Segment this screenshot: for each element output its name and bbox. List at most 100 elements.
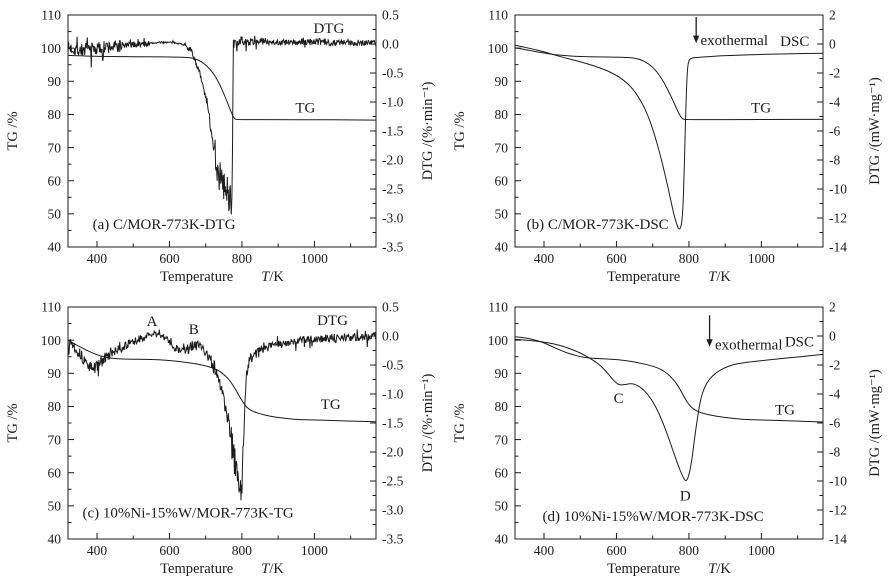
y-right-tick-label: -4: [829, 95, 840, 110]
y-right-tick-label: 0.0: [382, 37, 399, 52]
y-right-tick-label: -2.0: [382, 153, 404, 168]
axes-ticks: [515, 306, 823, 540]
y-right-tick-label: -2.5: [382, 474, 404, 489]
y-left-tick-label: 90: [48, 74, 62, 89]
y-right-tick-label: -8: [829, 153, 840, 168]
y-right-tick-label: -0.5: [382, 66, 404, 81]
y-right-tick-label: -3.0: [382, 211, 404, 226]
panel-caption: (b) C/MOR-773K-DSC: [527, 217, 669, 233]
series-group: [515, 44, 823, 230]
y-right-tick-label: -1.0: [382, 387, 404, 402]
x-tick-label: 400: [534, 543, 555, 558]
annotation-dsc: DSC: [785, 335, 814, 351]
annotation-exothermal: exothermal: [715, 337, 782, 353]
annotation-tg: TG: [321, 397, 341, 413]
plot-border: [514, 14, 824, 248]
y-left-tick-label: 60: [495, 173, 509, 188]
y-left-axis-title: TG /%: [452, 403, 468, 442]
y-left-tick-label: 90: [495, 74, 509, 89]
y-right-tick-label: 0: [829, 37, 836, 52]
x-axis-title: Temperature T/K: [607, 269, 731, 285]
series-TG-curve: [515, 336, 823, 423]
axes-ticks: [68, 306, 376, 540]
y-right-tick-label: -12: [829, 211, 847, 226]
y-right-tick-label: -6: [829, 416, 840, 431]
y-right-axis-title: DTG /(mW·mg⁻¹): [867, 77, 883, 185]
x-tick-label: 400: [534, 251, 555, 266]
panel-a: 400 600 800 1000 110 100 90 80 70 60 50 40 0.5 0.0 -0.…: [0, 0, 447, 292]
y-left-tick-label: 60: [48, 173, 62, 188]
panel-a-chart: 400 600 800 1000 110 100 90 80 70 60 50 40 0.5 0.0 -0.…: [5, 8, 436, 285]
x-axis-title: Temperature T/K: [160, 269, 284, 285]
axes-labels: 400 600 800 1000 110 100 90 80 70 60 50 40 0.5 0.0 -0.…: [5, 300, 436, 577]
exothermal-arrow: [692, 16, 700, 44]
arrow-head: [706, 339, 713, 347]
y-right-tick-label: -14: [829, 240, 847, 255]
y-left-tick-label: 100: [41, 41, 62, 56]
axes-ticks: [68, 14, 376, 248]
panel-b: 400 600 800 1000 110 100 90 80 70 60 50 40 2 0 -2 -4 -6 -…: [447, 0, 894, 292]
y-left-tick-label: 40: [495, 532, 509, 547]
x-tick-label: 1000: [301, 251, 328, 266]
x-tick-label: 400: [87, 251, 108, 266]
y-left-tick-label: 70: [495, 140, 509, 155]
annotation-a: A: [147, 314, 158, 330]
x-tick-label: 1000: [748, 251, 775, 266]
y-right-tick-label: -10: [829, 474, 847, 489]
x-axis-title: Temperature T/K: [160, 561, 284, 577]
annotation-dtg: DTG: [313, 21, 344, 37]
y-right-tick-label: -3.5: [382, 240, 404, 255]
panel-d-chart: 400 600 800 1000 110 100 90 80 70 60 50 40 2 0 -2 -4 -6 -…: [452, 300, 883, 577]
axes-labels: 400 600 800 1000 110 100 90 80 70 60 50 40 0.5 0.0 -0.…: [5, 8, 436, 285]
annotation-tg: TG: [751, 100, 771, 116]
y-left-axis-title: TG /%: [5, 111, 21, 150]
x-tick-label: 400: [87, 543, 108, 558]
y-right-tick-label: -4: [829, 387, 840, 402]
annotation-d: D: [680, 489, 691, 505]
y-right-tick-label: 0.5: [382, 8, 399, 23]
series-DTG-curve: [68, 35, 376, 215]
annotation-dsc: DSC: [780, 34, 809, 50]
y-right-tick-label: -6: [829, 124, 840, 139]
y-left-tick-label: 40: [495, 240, 509, 255]
panel-c-chart: 400 600 800 1000 110 100 90 80 70 60 50 40 0.5 0.0 -0.…: [5, 300, 436, 577]
panel-caption: (d) 10%Ni-15%W/MOR-773K-DSC: [543, 509, 764, 525]
y-right-axis-title: DTG /(%·min⁻¹): [420, 374, 436, 473]
y-left-tick-label: 90: [48, 366, 62, 381]
exothermal-arrow: [706, 315, 713, 347]
y-left-tick-label: 110: [41, 300, 61, 315]
annotation-b: B: [189, 322, 199, 338]
series-TG-curve: [68, 54, 376, 121]
series-TG-curve: [515, 47, 823, 121]
y-right-tick-label: -10: [829, 182, 847, 197]
y-right-tick-label: -3.0: [382, 503, 404, 518]
y-left-tick-label: 70: [48, 432, 62, 447]
y-right-tick-label: -2: [829, 66, 840, 81]
x-tick-label: 800: [232, 251, 253, 266]
y-right-tick-label: -3.5: [382, 532, 404, 547]
y-right-axis-title: DTG /(mW·mg⁻¹): [867, 369, 883, 477]
series-group: [68, 329, 376, 501]
y-right-tick-label: 0.5: [382, 300, 399, 315]
axes-labels: 400 600 800 1000 110 100 90 80 70 60 50 40 2 0 -2 -4 -6 -…: [452, 8, 883, 285]
y-right-tick-label: -14: [829, 532, 847, 547]
y-left-tick-label: 110: [488, 8, 508, 23]
annotation-exothermal: exothermal: [701, 33, 768, 49]
y-left-tick-label: 50: [495, 499, 509, 514]
x-tick-label: 600: [159, 251, 180, 266]
y-left-tick-label: 110: [488, 300, 508, 315]
y-left-tick-label: 50: [48, 499, 62, 514]
series-DSC-curve: [515, 338, 823, 481]
y-left-tick-label: 100: [488, 41, 509, 56]
axes-ticks: [515, 14, 823, 248]
y-right-tick-label: 0.0: [382, 329, 399, 344]
y-left-tick-label: 50: [48, 207, 62, 222]
panel-caption: (a) C/MOR-773K-DTG: [93, 217, 236, 233]
annotation-dtg: DTG: [317, 313, 348, 329]
y-left-tick-label: 50: [495, 207, 509, 222]
y-left-tick-label: 110: [41, 8, 61, 23]
y-left-tick-label: 80: [48, 107, 62, 122]
y-left-tick-label: 70: [48, 140, 62, 155]
x-tick-label: 800: [679, 251, 700, 266]
